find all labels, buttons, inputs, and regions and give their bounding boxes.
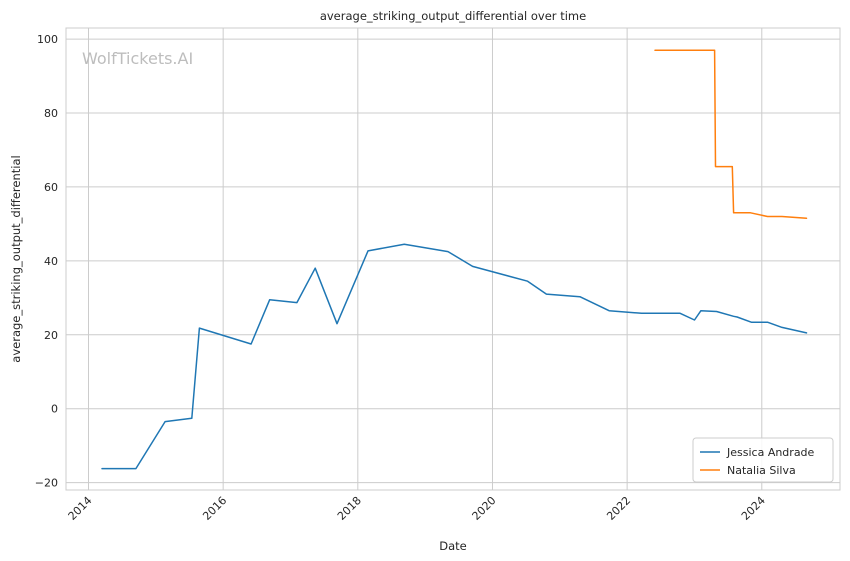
legend: Jessica Andrade Natalia Silva xyxy=(692,437,834,483)
series-group xyxy=(101,49,808,470)
plot-frame xyxy=(65,27,841,491)
y-tick-label: 80 xyxy=(44,107,58,120)
y-tick-label: 0 xyxy=(51,403,58,416)
y-tick-label: 100 xyxy=(37,33,58,46)
y-tick-label: −20 xyxy=(35,477,58,490)
x-tick-label: 2024 xyxy=(739,494,768,523)
y-tick-label: 60 xyxy=(44,181,58,194)
series-line-0 xyxy=(101,243,808,470)
y-axis-label: average_striking_output_differential xyxy=(9,155,23,362)
chart-title: average_striking_output_differential ove… xyxy=(320,9,586,23)
x-tick-label: 2016 xyxy=(200,494,229,523)
x-axis-label: Date xyxy=(439,539,467,553)
x-tick-label: 2014 xyxy=(66,494,95,523)
series-line-1 xyxy=(654,49,808,220)
x-tick-label: 2020 xyxy=(470,494,499,523)
grid xyxy=(66,28,840,490)
legend-label: Jessica Andrade xyxy=(726,446,815,459)
watermark: WolfTickets.AI xyxy=(82,49,193,68)
y-tick-label: 20 xyxy=(44,329,58,342)
x-tick-label: 2022 xyxy=(604,494,633,523)
x-axis-ticks: 2014 2016 2018 2020 2022 2024 xyxy=(66,494,768,523)
legend-box xyxy=(692,437,834,483)
x-tick-label: 2018 xyxy=(335,494,364,523)
legend-label: Natalia Silva xyxy=(727,464,796,477)
y-tick-label: 40 xyxy=(44,255,58,268)
y-axis-ticks: −20 0 20 40 60 80 100 xyxy=(35,33,58,490)
